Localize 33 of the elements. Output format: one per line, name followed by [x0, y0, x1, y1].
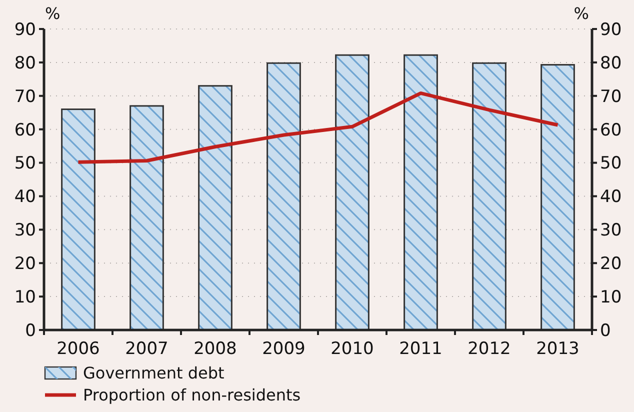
- y-tick-label: 40: [14, 187, 36, 208]
- y-tick-label: 20: [14, 254, 36, 274]
- x-tick-label: 2008: [194, 339, 237, 359]
- x-tick-label: 2006: [56, 339, 100, 359]
- legend-label: Government debt: [83, 364, 224, 383]
- y2-axis-title: %: [574, 4, 589, 23]
- x-tick-label: 2013: [536, 339, 580, 359]
- y-tick-label: 90: [14, 20, 36, 40]
- y2-tick-label: 20: [600, 254, 622, 274]
- y2-tick-label: 60: [600, 120, 622, 140]
- x-tick-label: 2007: [125, 339, 168, 359]
- y2-tick-label: 0: [600, 320, 611, 341]
- x-tick-label: 2011: [399, 339, 442, 359]
- y2-tick-label: 50: [600, 154, 622, 174]
- y2-tick-label: 30: [600, 220, 622, 241]
- line-series: [76, 91, 560, 164]
- y-tick-label: 60: [14, 120, 36, 140]
- y-tick-label: 30: [14, 220, 36, 241]
- y2-tick-label: 10: [600, 288, 622, 308]
- y2-tick-label: 80: [600, 53, 622, 74]
- x-tick-label: 2010: [330, 339, 374, 359]
- y2-tick-label: 70: [600, 86, 622, 107]
- x-tick-label: 2012: [468, 339, 511, 359]
- y-tick-label: 70: [14, 86, 36, 107]
- y2-tick-label: 90: [600, 20, 622, 40]
- y-tick-label: 50: [14, 154, 36, 174]
- y-tick-label: 10: [14, 288, 36, 308]
- y-axis-title: %: [45, 4, 60, 23]
- legend-label: Proportion of non-residents: [83, 386, 301, 405]
- x-tick-label: 2009: [262, 339, 306, 359]
- y-tick-label: 0: [25, 320, 36, 341]
- y2-tick-label: 40: [600, 187, 622, 208]
- y-tick-label: 80: [14, 53, 36, 74]
